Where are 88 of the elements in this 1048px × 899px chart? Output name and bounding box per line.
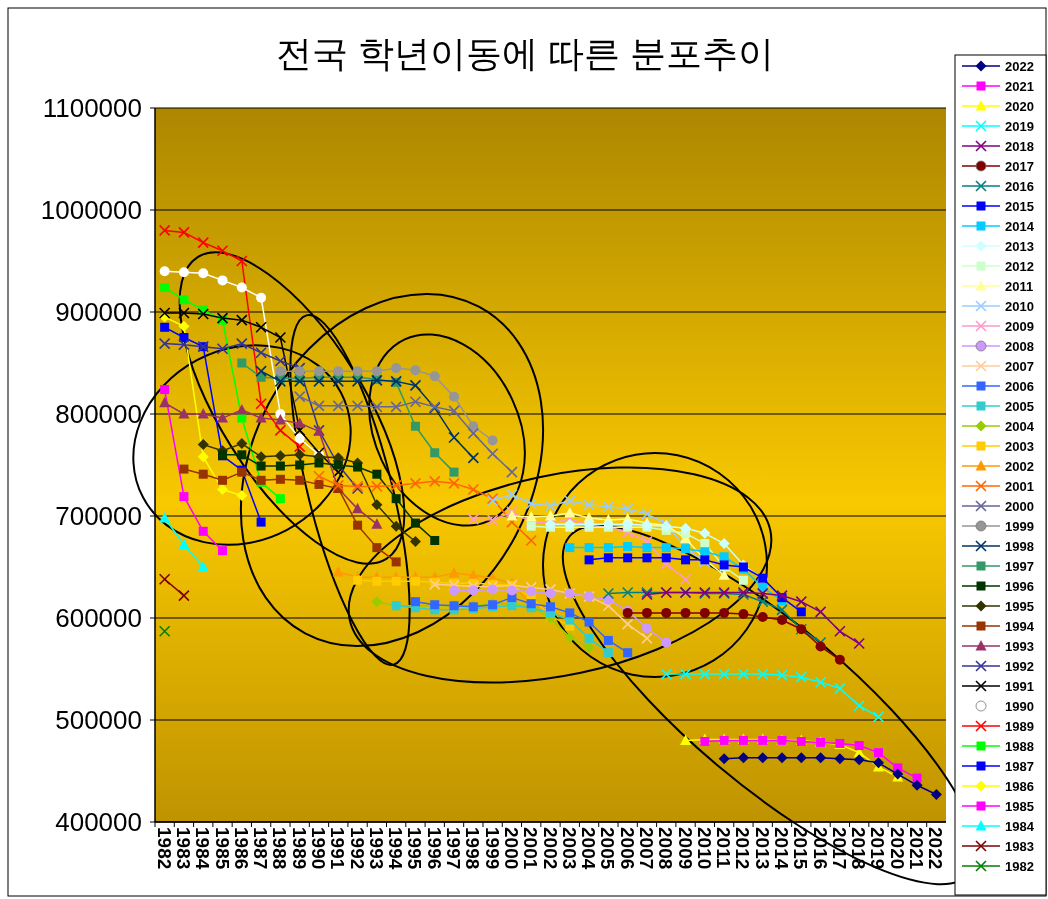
legend-label: 2010 [1005,299,1034,314]
y-tick-label: 1100000 [42,93,142,123]
chart-title: 전국 학년이동에 따른 분포추이 [275,33,775,74]
x-tick-label: 2003 [558,827,580,870]
legend-label: 2022 [1005,59,1034,74]
x-tick-label: 2015 [790,827,812,870]
legend-label: 2011 [1005,279,1034,294]
x-tick-label: 1990 [307,827,329,870]
x-tick-label: 2022 [925,827,947,870]
x-tick-label: 2011 [713,827,735,869]
x-tick-label: 2018 [848,827,870,870]
x-tick-label: 1982 [153,827,175,870]
x-tick-label: 1983 [172,827,194,870]
x-tick-label: 2000 [500,827,522,870]
legend-label: 1985 [1005,799,1034,814]
legend-label: 2005 [1005,399,1034,414]
legend-label: 2020 [1005,99,1034,114]
x-tick-label: 1992 [346,827,368,870]
legend-label: 1988 [1005,739,1034,754]
x-tick-label: 1994 [385,827,407,870]
legend-label: 2008 [1005,339,1034,354]
x-tick-label: 1984 [192,827,214,870]
legend-label: 2009 [1005,319,1034,334]
x-tick-label: 2012 [732,827,754,870]
x-tick-label: 1999 [481,827,503,870]
x-tick-label: 2017 [828,827,850,870]
x-tick-label: 1987 [250,827,272,870]
x-tick-label: 1985 [211,827,233,870]
x-tick-label: 1988 [269,827,291,870]
x-tick-label: 1993 [365,827,387,870]
x-tick-label: 1986 [230,827,252,870]
legend-label: 1989 [1005,719,1034,734]
legend-label: 2014 [1005,219,1035,234]
legend-label: 1999 [1005,519,1034,534]
legend-label: 2003 [1005,439,1034,454]
x-tick-label: 2009 [674,827,696,870]
y-tick-label: 800000 [55,399,142,429]
y-tick-label: 600000 [55,603,142,633]
legend-label: 1998 [1005,539,1034,554]
legend-label: 1991 [1005,679,1034,694]
legend-label: 1994 [1005,619,1035,634]
x-tick-label: 1995 [404,827,426,870]
legend-label: 2015 [1005,199,1034,214]
x-tick-label: 2013 [751,827,773,870]
x-tick-label: 2014 [771,827,793,870]
x-tick-label: 2020 [886,827,908,870]
legend-label: 2017 [1005,159,1034,174]
y-tick-label: 400000 [55,807,142,837]
legend-label: 2016 [1005,179,1034,194]
x-tick-label: 2007 [635,827,657,870]
legend-label: 2006 [1005,379,1034,394]
x-tick-label: 2010 [693,827,715,870]
legend-label: 2021 [1005,79,1034,94]
legend-label: 1995 [1005,599,1034,614]
legend-label: 1990 [1005,699,1034,714]
y-tick-label: 500000 [55,705,142,735]
legend-label: 2001 [1005,479,1034,494]
x-tick-label: 2004 [578,827,600,870]
legend-label: 2018 [1005,139,1034,154]
legend-label: 1986 [1005,779,1034,794]
x-tick-label: 1997 [443,827,465,870]
x-tick-label: 2006 [616,827,638,870]
x-tick-label: 2008 [655,827,677,870]
legend-label: 1992 [1005,659,1034,674]
x-tick-label: 2019 [867,827,889,870]
legend-label: 2004 [1005,419,1035,434]
y-tick-label: 700000 [55,501,142,531]
legend-label: 1997 [1005,559,1034,574]
x-tick-label: 2001 [520,827,542,870]
legend-label: 2019 [1005,119,1034,134]
x-tick-label: 1991 [327,827,349,870]
legend-label: 2012 [1005,259,1034,274]
legend-label: 2007 [1005,359,1034,374]
x-tick-label: 1996 [423,827,445,870]
x-tick-label: 2002 [539,827,561,870]
y-tick-label: 1000000 [40,195,142,225]
x-tick-label: 1989 [288,827,310,870]
x-tick-label: 2021 [906,827,928,870]
legend-label: 1987 [1005,759,1034,774]
legend-label: 2000 [1005,499,1034,514]
x-tick-label: 2005 [597,827,619,870]
x-tick-label: 1998 [462,827,484,870]
legend-label: 1996 [1005,579,1034,594]
legend-label: 1993 [1005,639,1034,654]
y-tick-label: 900000 [55,297,142,327]
legend-label: 2013 [1005,239,1034,254]
x-tick-label: 2016 [809,827,831,870]
legend-label: 2002 [1005,459,1034,474]
